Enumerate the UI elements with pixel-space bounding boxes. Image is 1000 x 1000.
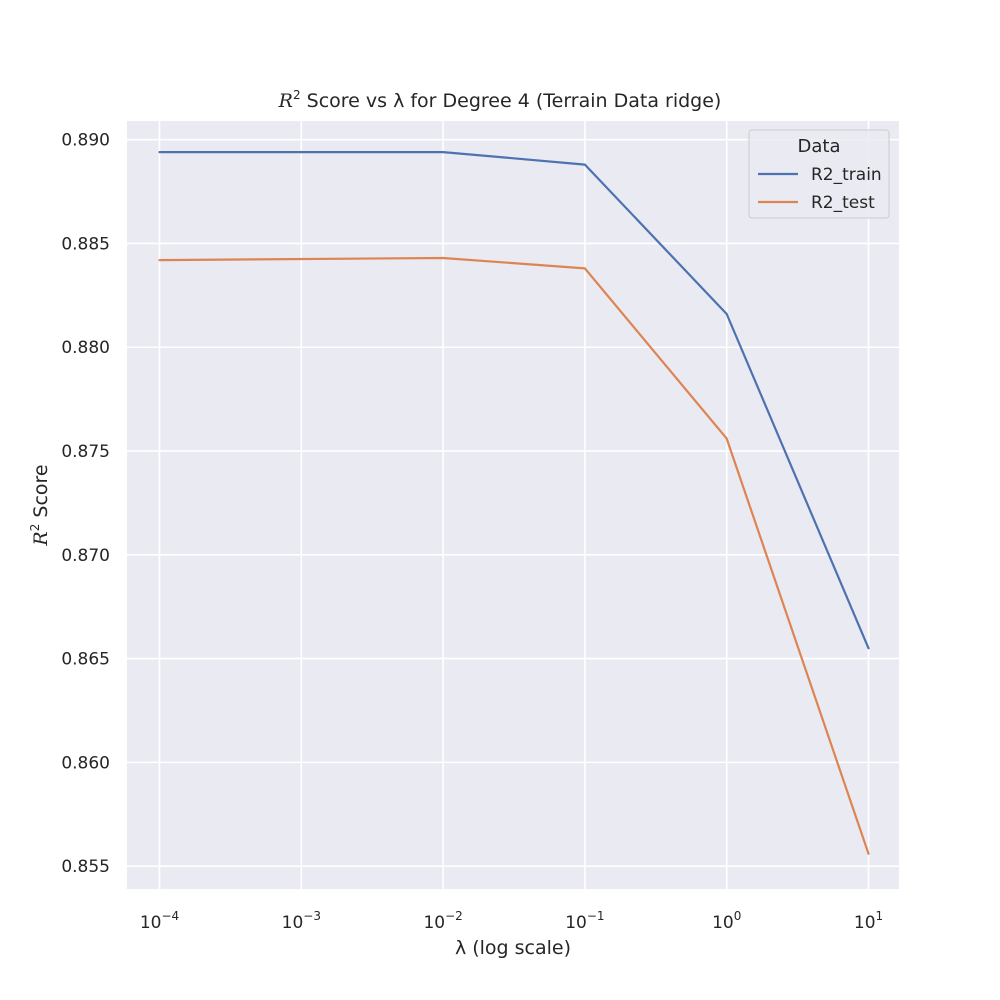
y-tick-label: 0.880 (61, 338, 110, 358)
plot-background (127, 121, 899, 889)
x-tick-label: 10−1 (565, 909, 604, 933)
series-line-r2-train (158, 151, 870, 650)
y-tick-label: 0.885 (61, 234, 110, 254)
y-tick-label: 0.890 (61, 131, 110, 151)
legend: Data R2_train R2_test (748, 129, 890, 219)
legend-title: Data (798, 136, 841, 157)
x-axis-label: λ (log scale) (454, 937, 572, 959)
title-r-exponent: 2 (292, 88, 301, 102)
y-tick-label: 0.875 (61, 442, 110, 462)
chart-title: R2 Score vs λ for Degree 4 (Terrain Data… (0, 88, 1000, 112)
ylabel-text: Score (30, 464, 52, 524)
x-tick-label: 101 (854, 909, 883, 933)
x-tick-label: 100 (712, 909, 741, 933)
x-tick-label: 10−4 (140, 909, 179, 933)
ylabel-r-exponent: 2 (28, 523, 42, 532)
x-tick-label: 10−3 (282, 909, 321, 933)
y-tick-label: 0.860 (61, 753, 110, 773)
title-r-symbol: R (278, 90, 293, 112)
legend-label: R2_test (811, 193, 875, 213)
ylabel-r-symbol: R (30, 531, 52, 546)
y-axis-label: R2 Score (28, 464, 52, 545)
series-line-r2-test (158, 256, 870, 855)
y-tick-label: 0.865 (61, 650, 110, 670)
legend-label: R2_train (811, 165, 882, 185)
legend-box (748, 129, 890, 219)
x-tick-label: 10−2 (423, 909, 462, 933)
title-text: Score vs λ for Degree 4 (Terrain Data ri… (300, 90, 722, 112)
y-tick-label: 0.870 (61, 546, 110, 566)
y-tick-label: 0.855 (61, 857, 110, 877)
